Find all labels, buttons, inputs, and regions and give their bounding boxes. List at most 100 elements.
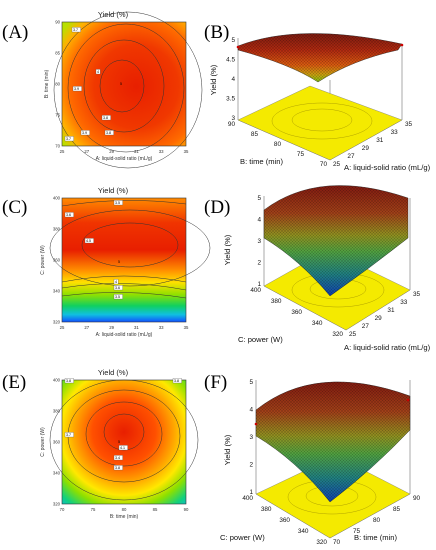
z-tick-label: 3	[249, 434, 253, 441]
x-tick-label: 75	[353, 528, 361, 535]
x-tick-label: 35	[184, 149, 189, 154]
contour-label: 3.9	[82, 131, 87, 135]
x-ticks-b: 25 27 29 31 33 35	[333, 121, 413, 168]
x-axis-label-c: A: liquid-solid ratio (mL/g)	[96, 332, 153, 338]
y-axis-label-c: C: power (W)	[40, 245, 46, 275]
contour-label: 3.9	[74, 87, 79, 91]
contour-label-box	[95, 69, 101, 75]
contour-label-box	[118, 445, 128, 451]
contour-label: 3.4	[115, 456, 120, 460]
x-tick-label: 31	[387, 307, 395, 314]
surface-plot-f: 1 2 3 4 5 70 75 80 85 90 320 340 360 380 400 Yield (…	[220, 379, 421, 546]
y-tick-label: 360	[53, 258, 61, 263]
contour-lines-c	[49, 200, 211, 299]
contour-label: 4	[115, 280, 117, 284]
surface-plot-d: 1 2 3 4 5 25 27 29 31 33 35 320 340 360 380 400 Yield…	[223, 185, 431, 352]
x-tick-label: 25	[349, 331, 357, 338]
y-tick-label: 85	[251, 131, 259, 138]
contour-fill-e	[62, 380, 186, 504]
x-tick-label: 29	[362, 145, 370, 152]
y-tick-label: 90	[228, 121, 236, 128]
y-tick-label: 320	[316, 539, 327, 546]
z-tick-label: 1	[257, 281, 261, 288]
contour-label: 3.8	[174, 379, 179, 383]
y-tick-label: 380	[261, 506, 272, 513]
x-axis-label-a: A: liquid-solid ratio (mL/g)	[96, 156, 153, 162]
y-ticks-b: 70 75 80 85 90	[228, 121, 328, 168]
contour-label: 3.8	[115, 466, 120, 470]
y-tick-label: 340	[312, 320, 323, 327]
y-axis-label-e: C: power (W)	[40, 427, 46, 457]
y-tick-label: 360	[291, 309, 302, 316]
x-tick-label: 27	[84, 149, 89, 154]
contour-label-box	[71, 27, 81, 33]
x-ticks-f: 70 75 80 85 90	[333, 495, 421, 546]
y-axis-label-b: B: time (min)	[240, 157, 284, 166]
y-tick-label: 90	[55, 20, 60, 25]
x-tick-label: 85	[393, 506, 401, 513]
y-ticks-a: 70 75 80 85 90	[55, 20, 60, 149]
contour-plot-e: Yield (%) 3.8 3.8 4.1 3.7 3.4 3.8 5 70 75 80 85 9…	[40, 368, 199, 520]
y-tick-label: 380	[271, 298, 282, 305]
contour-label: 4	[97, 70, 99, 74]
y-ticks-c: 320 340 360 380 400	[53, 196, 61, 325]
y-tick-label: 75	[297, 151, 305, 158]
z-ticks-d: 1 2 3 4 5	[257, 195, 261, 288]
y-axis-label-a: B: time (min)	[44, 70, 50, 99]
panel-label-f: (F)	[204, 372, 227, 393]
panel-label-d: (D)	[204, 197, 230, 218]
y-tick-label: 320	[53, 320, 61, 325]
contour-label-box	[72, 86, 82, 92]
contour-title-c: Yield (%)	[98, 186, 129, 195]
surface-floor-b	[237, 85, 403, 161]
design-point-a: 5	[120, 82, 122, 86]
design-point-e: 5	[118, 440, 120, 444]
z-tick-label: 5	[249, 379, 253, 386]
contour-title-a: Yield (%)	[98, 10, 129, 19]
panel-label-c: (C)	[2, 197, 27, 218]
contour-label-box	[104, 130, 114, 136]
x-tick-label: 25	[60, 149, 65, 154]
x-axis-label-e: B: time (min)	[110, 514, 139, 520]
contour-label-box	[172, 378, 182, 384]
x-tick-label: 33	[391, 129, 399, 136]
contour-label-box	[80, 130, 90, 136]
y-axis-label-f: C: power (W)	[220, 533, 265, 542]
contour-label-box	[64, 378, 74, 384]
x-ticks-e: 70 75 80 85 90	[60, 507, 189, 512]
z-tick-label: 3	[231, 115, 235, 122]
contour-label: 3.7	[73, 28, 78, 32]
x-tick-label: 31	[376, 137, 384, 144]
contour-label: 3.5	[115, 295, 120, 299]
y-tick-label: 70	[55, 144, 60, 149]
x-tick-label: 35	[413, 291, 421, 298]
contour-label-box	[113, 294, 123, 300]
surface-plot-b: 3 3.5 4 4.5 5 25 27 29 31 33 35 70 75 80 85 90 Yield …	[209, 33, 431, 172]
x-tick-label: 80	[122, 507, 127, 512]
x-tick-label: 33	[159, 325, 164, 330]
z-tick-label: 5	[257, 195, 261, 202]
design-point-c: 5	[118, 260, 120, 264]
contour-label-box	[113, 465, 123, 471]
x-tick-label: 75	[91, 507, 96, 512]
contour-label-box	[84, 238, 94, 244]
z-axis-label-f: Yield (%)	[223, 434, 232, 465]
z-tick-label: 1	[249, 489, 253, 496]
x-tick-label: 27	[347, 153, 355, 160]
contour-label: 4.1	[120, 446, 125, 450]
panel-label-b: (B)	[204, 22, 229, 43]
z-tick-label: 4	[257, 217, 261, 224]
y-tick-label: 400	[53, 196, 61, 201]
z-tick-label: 4	[249, 407, 253, 414]
x-tick-label: 27	[362, 323, 370, 330]
x-axis-label-f: B: time (min)	[354, 533, 398, 542]
y-tick-label: 360	[53, 440, 61, 445]
x-tick-label: 85	[153, 507, 158, 512]
x-tick-label: 29	[375, 315, 383, 322]
contour-label-box	[113, 455, 123, 461]
contour-label-box	[113, 285, 123, 291]
y-ticks-f: 320 340 360 380 400	[242, 495, 327, 546]
y-ticks-d: 320 340 360 380 400	[250, 287, 343, 338]
x-tick-label: 70	[60, 507, 65, 512]
